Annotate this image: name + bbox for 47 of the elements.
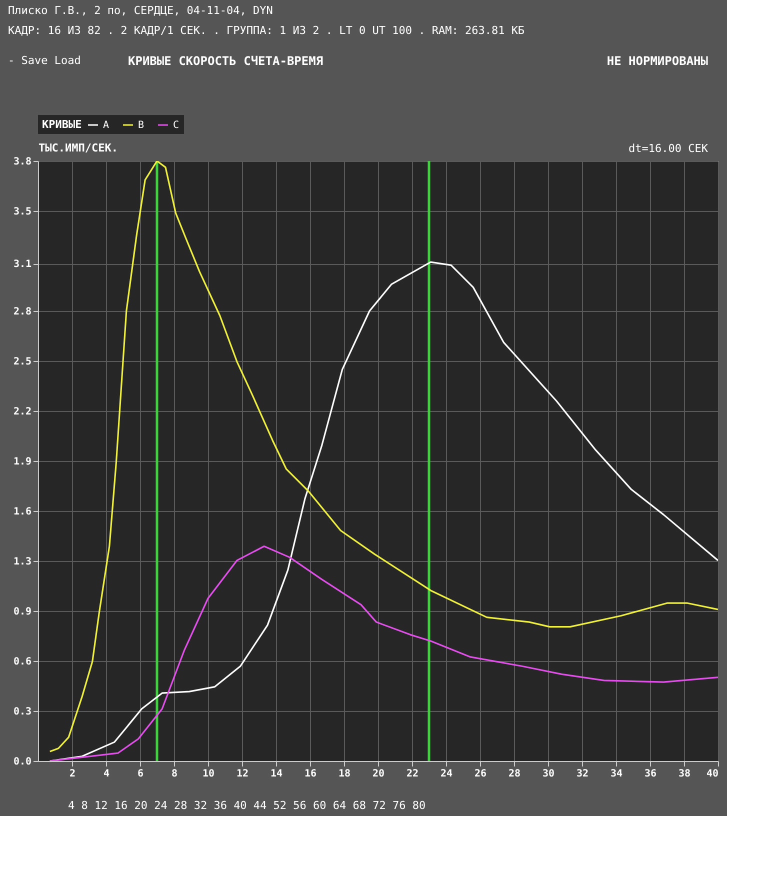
x-tick-label: 36 xyxy=(644,768,657,780)
line-series xyxy=(49,161,718,752)
x-tick-label: 4 xyxy=(103,768,110,780)
x-tick-label: 28 xyxy=(508,768,521,780)
x-tick-label: 26 xyxy=(474,768,487,780)
y-tick-label: 0.9 xyxy=(13,606,32,618)
text: dt=16.00 СЕК xyxy=(628,142,708,155)
chart-title: КРИВЫЕ СКОРОСТЬ СЧЕТА-ВРЕМЯ xyxy=(128,54,324,68)
y-tick-label: 1.6 xyxy=(13,506,32,518)
y-tick-label: 3.8 xyxy=(13,156,32,168)
line-series xyxy=(49,545,718,761)
x-tick-label: 12 xyxy=(236,768,249,780)
x-tick-label: 14 xyxy=(270,768,283,780)
legend-label: A xyxy=(103,120,110,131)
x-tick-label: 8 xyxy=(171,768,178,780)
text: Плиско Г.В., 2 по, СЕРДЦЕ, 04-11-04, DYN xyxy=(8,4,273,17)
y-tick-label: 3.1 xyxy=(13,259,32,270)
x-tick-label: 16 xyxy=(304,768,317,780)
x-tick-label: 34 xyxy=(610,768,623,780)
legend-title: КРИВЫЕ xyxy=(42,118,82,131)
chart-subtitle: НЕ НОРМИРОВАНЫ xyxy=(606,54,708,68)
x-tick-label: 18 xyxy=(338,768,351,780)
y-axis-title: ТЫС.ИМП/СЕК. xyxy=(38,142,118,154)
y-tick-label: 3.5 xyxy=(13,206,32,218)
y-tick-label: 1.3 xyxy=(13,556,32,568)
x-tick-label: 38 xyxy=(678,768,691,780)
x-tick-label: 24 xyxy=(440,768,453,780)
x-tick-label: 22 xyxy=(406,768,419,780)
y-tick-label: 0.3 xyxy=(13,706,32,718)
y-tick-label: 1.9 xyxy=(13,456,32,468)
legend-label: C xyxy=(173,120,180,131)
x-tick-label: 20 xyxy=(372,768,385,780)
x-tick-label: 32 xyxy=(576,768,589,780)
y-tick-label: 2.2 xyxy=(13,406,32,418)
y-tick-label: 0.6 xyxy=(13,656,32,668)
y-tick-label: 2.8 xyxy=(13,306,32,318)
x-tick-label: 30 xyxy=(542,768,555,780)
text: КАДР: 16 ИЗ 82 . 2 КАДР/1 СЕК. . ГРУППА: 1 ИЗ 2 . LT 0 UT 100 . RAM: 263.81 КБ xyxy=(8,24,525,37)
x-tick-label: 40 xyxy=(706,768,718,780)
text: 4 8 12 16 20 24 28 32 36 40 44 52 56 60 64 68 72 76 80 xyxy=(68,799,426,812)
text: - Save Load xyxy=(8,54,81,67)
y-tick-label: 0.0 xyxy=(13,756,32,768)
x-tick-label: 2 xyxy=(69,768,76,780)
y-tick-label: 2.5 xyxy=(13,356,32,368)
x-tick-label: 10 xyxy=(202,768,215,780)
x-tick-label: 6 xyxy=(137,768,144,780)
legend-label: B xyxy=(138,120,144,131)
